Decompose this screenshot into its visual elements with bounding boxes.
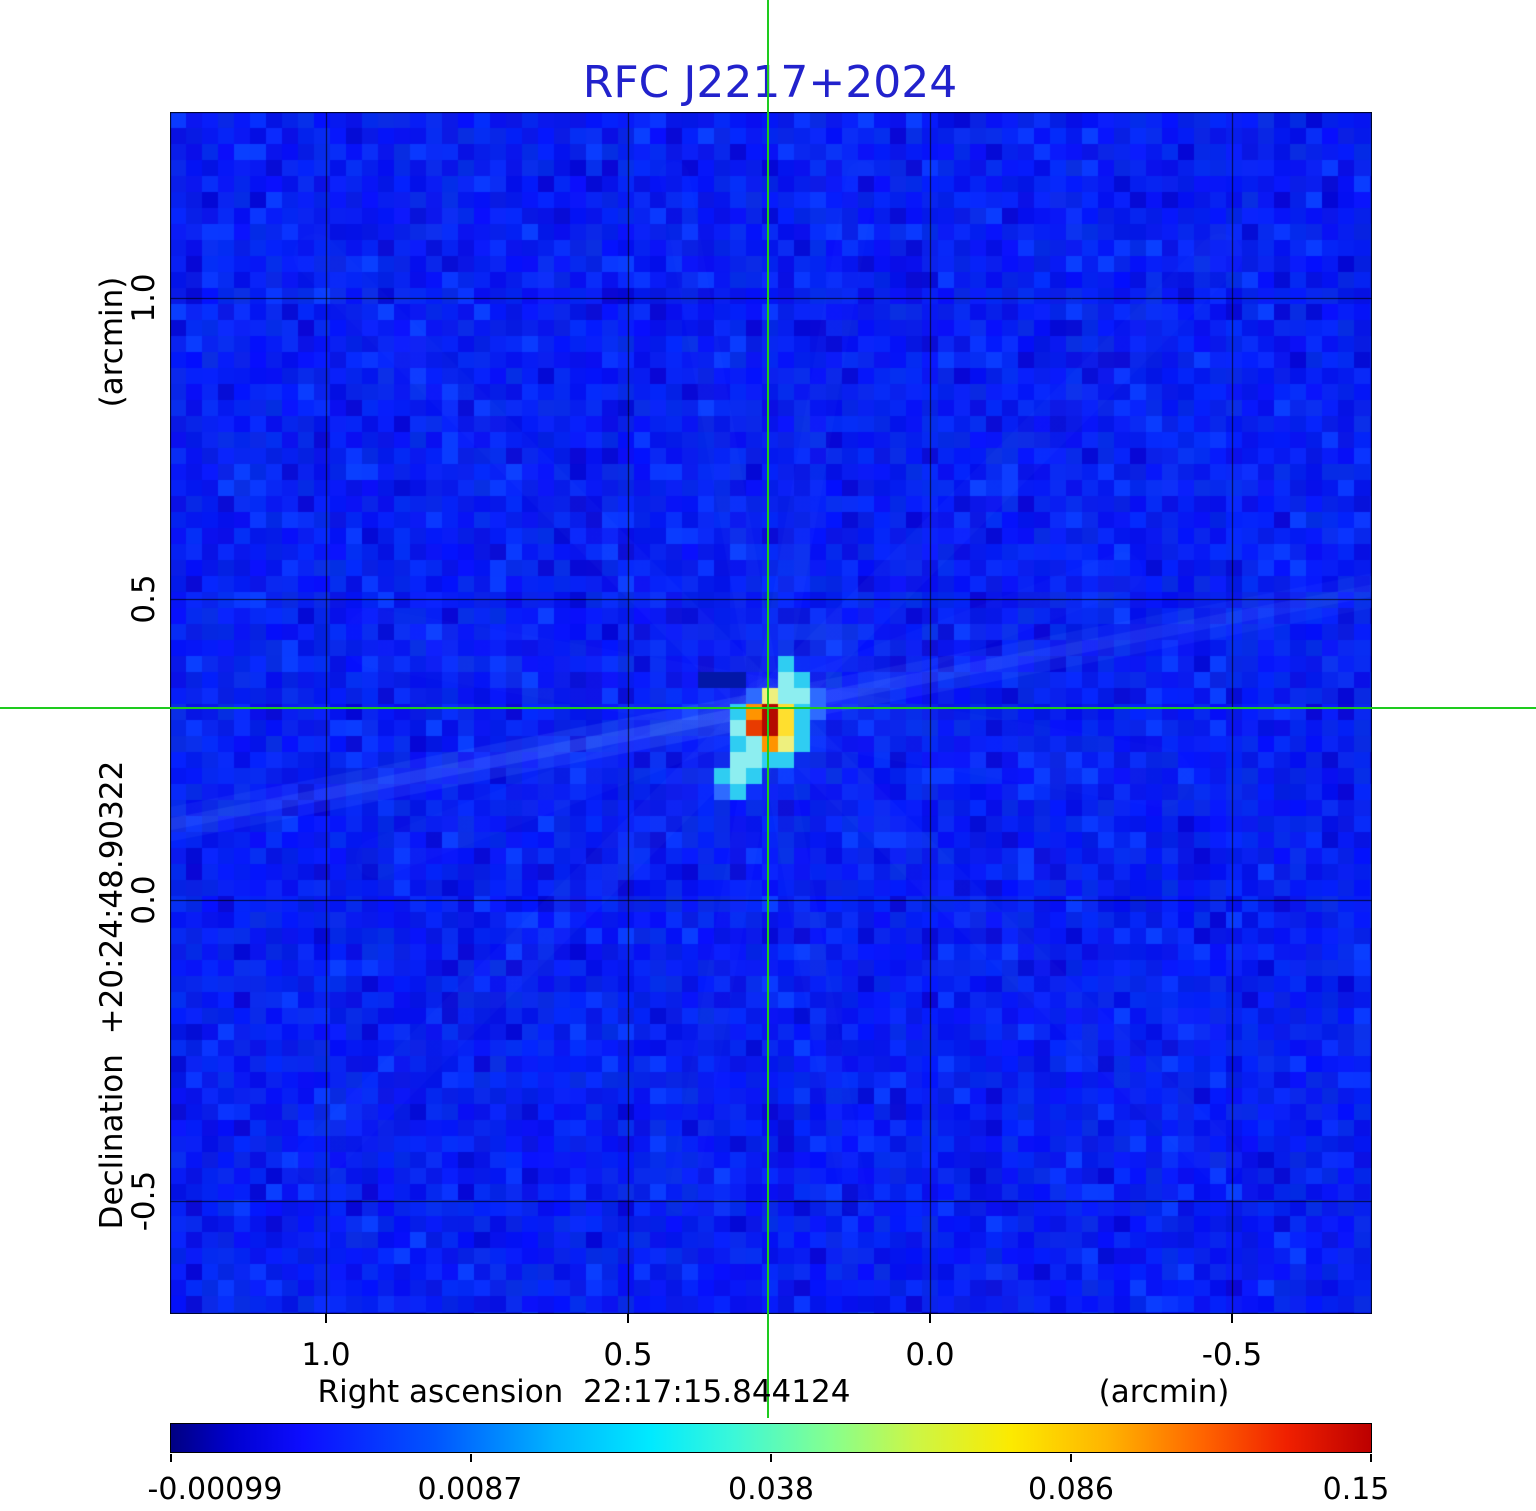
colorbar-tick-mark [1070,1454,1072,1462]
x-axis-tick-mark [929,1314,931,1323]
colorbar-tick-label: 0.086 [1028,1472,1114,1507]
colorbar-tick-label: -0.00099 [147,1472,283,1507]
x-axis-tick-mark [627,1314,629,1323]
x-axis-unit: (arcmin) [1098,1374,1230,1410]
colorbar-tick-label: 0.038 [728,1472,814,1507]
colorbar-tick-mark [770,1454,772,1462]
x-tick-label: 0.0 [905,1337,955,1373]
colorbar-tick-label: 0.15 [1322,1472,1390,1507]
y-axis-label: Declination +20:24:48.90322 [94,760,130,1230]
y-axis-unit: (arcmin) [94,276,130,408]
sky-map-image [170,112,1372,1314]
y-tick-label: 0.0 [126,875,162,925]
x-axis-tick-mark [325,1314,327,1323]
y-tick-label: -0.5 [126,1170,162,1232]
colorbar-tick-label: 0.0087 [417,1472,523,1507]
colorbar-tick-mark [470,1454,472,1462]
x-tick-label: 1.0 [301,1337,351,1373]
x-tick-label: -0.5 [1201,1337,1263,1373]
colorbar-tick-mark [170,1454,172,1462]
y-tick-label: 0.5 [126,574,162,624]
crosshair-vertical-line [767,0,769,1418]
colorbar-gradient [170,1423,1372,1453]
x-tick-label: 0.5 [603,1337,653,1373]
page-title: RFC J2217+2024 [582,57,958,108]
x-axis-label: Right ascension 22:17:15.844124 [317,1374,851,1410]
x-axis-tick-mark [1231,1314,1233,1323]
colorbar-tick-mark [1370,1454,1372,1462]
y-tick-label: 1.0 [126,273,162,323]
